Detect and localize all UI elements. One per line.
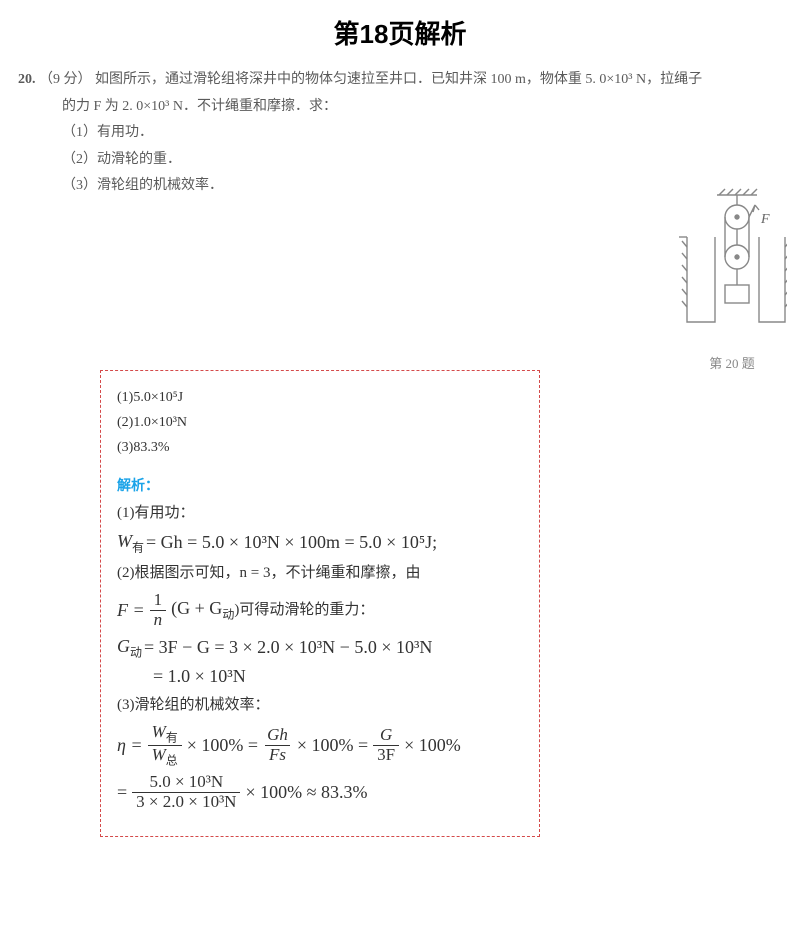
answer-3: (3)83.3% (117, 435, 523, 460)
step2-formula-F: F = 1 n (G + G动)可得动滑轮的重力： (117, 591, 523, 629)
problem-number: 20. (18, 72, 36, 87)
problem-points: （9 分） (39, 72, 92, 87)
step1-label: (1)有用功： (117, 501, 523, 525)
force-label: F (760, 212, 770, 227)
pulley-figure: F 第 20 题 (672, 187, 792, 376)
step3-label: (3)滑轮组的机械效率： (117, 693, 523, 717)
answer-2: (2)1.0×10³N (117, 410, 523, 435)
step3-formula-2: = 5.0 × 10³N 3 × 2.0 × 10³N × 100% ≈ 83.… (117, 773, 523, 811)
jiexi-label: 解析： (117, 475, 523, 495)
pulley-svg: F (677, 187, 787, 337)
page-title: 第18页解析 (0, 14, 800, 51)
problem-line2: 的力 F 为 2. 0×10³ N．不计绳重和摩擦．求： (62, 94, 782, 121)
problem-stem: 20. （9 分） 如图所示，通过滑轮组将深井中的物体匀速拉至井口．已知井深 1… (18, 67, 782, 94)
problem-q1: （1）有用功． (62, 120, 782, 147)
problem-block: 20. （9 分） 如图所示，通过滑轮组将深井中的物体匀速拉至井口．已知井深 1… (0, 67, 800, 200)
problem-line1: 如图所示，通过滑轮组将深井中的物体匀速拉至井口．已知井深 100 m，物体重 5… (95, 72, 702, 87)
solution-box: (1)5.0×10⁵J (2)1.0×10³N (3)83.3% 解析： (1)… (100, 370, 540, 837)
step1-formula: W有 = Gh = 5.0 × 10³N × 100m = 5.0 × 10⁵J… (117, 531, 523, 556)
step2-formula-G2: = 1.0 × 10³N (153, 666, 523, 687)
answers-block: (1)5.0×10⁵J (2)1.0×10³N (3)83.3% (117, 385, 523, 461)
problem-q2: （2）动滑轮的重． (62, 147, 782, 174)
step2-label: (2)根据图示可知，n = 3，不计绳重和摩擦，由 (117, 561, 523, 585)
step2-formula-G: G动 = 3F − G = 3 × 2.0 × 10³N − 5.0 × 10³… (117, 636, 523, 661)
step3-formula-1: η = W有 W总 × 100% = Gh Fs × 100% = G 3F ×… (117, 723, 523, 767)
figure-caption: 第 20 题 (672, 352, 792, 377)
answer-1: (1)5.0×10⁵J (117, 385, 523, 410)
